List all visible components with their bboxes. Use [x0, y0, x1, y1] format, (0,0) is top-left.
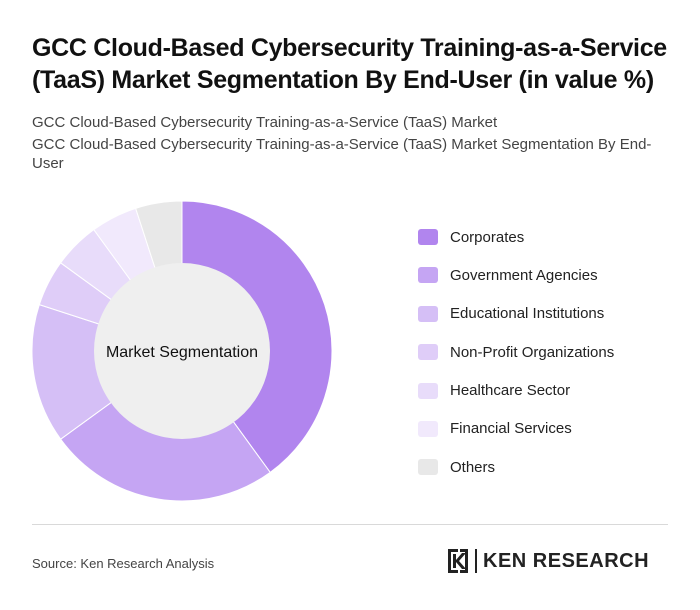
source-note: Source: Ken Research Analysis	[32, 556, 215, 571]
ken-research-logo: KEN RESEARCH	[446, 548, 649, 574]
logo-text: KEN RESEARCH	[483, 549, 650, 572]
legend-label: Others	[450, 458, 496, 476]
legend-swatch	[418, 344, 438, 361]
chart-legend: Corporates Government Agencies Educational…	[418, 226, 688, 495]
legend-item-corporates: Corporates	[418, 226, 688, 248]
chart-subtitle-2: GCC Cloud-Based Cybersecurity Training-a…	[32, 136, 652, 172]
chart-title: GCC Cloud-Based Cybersecurity Training-a…	[32, 34, 667, 94]
legend-label: Government Agencies	[450, 266, 598, 284]
legend-item-healthcare-sector: Healthcare Sector	[418, 380, 688, 402]
legend-label: Financial Services	[450, 420, 572, 438]
ken-research-logo-icon	[448, 549, 468, 573]
legend-item-government-agencies: Government Agencies	[418, 264, 688, 286]
legend-swatch	[418, 382, 438, 399]
legend-swatch	[418, 267, 438, 284]
legend-label: Educational Institutions	[450, 305, 605, 323]
donut-center-label: Market Segmentation	[106, 344, 258, 361]
legend-item-educational-institutions: Educational Institutions	[418, 303, 688, 325]
legend-swatch	[418, 305, 438, 322]
donut-hole	[94, 263, 270, 439]
legend-item-non-profit-organizations: Non-Profit Organizations	[418, 341, 688, 363]
legend-label: Non-Profit Organizations	[450, 343, 615, 361]
footer-divider	[32, 524, 668, 525]
legend-item-financial-services: Financial Services	[418, 418, 688, 440]
legend-label: Healthcare Sector	[450, 382, 571, 400]
logo-separator	[475, 549, 477, 573]
legend-swatch	[418, 459, 438, 476]
legend-label: Corporates	[450, 228, 525, 246]
legend-item-others: Others	[418, 456, 688, 478]
legend-swatch	[418, 229, 438, 245]
chart-subtitle-1: GCC Cloud-Based Cybersecurity Training-a…	[32, 114, 498, 131]
donut-chart: Market Segmentation	[31, 200, 333, 502]
legend-swatch	[418, 420, 438, 437]
